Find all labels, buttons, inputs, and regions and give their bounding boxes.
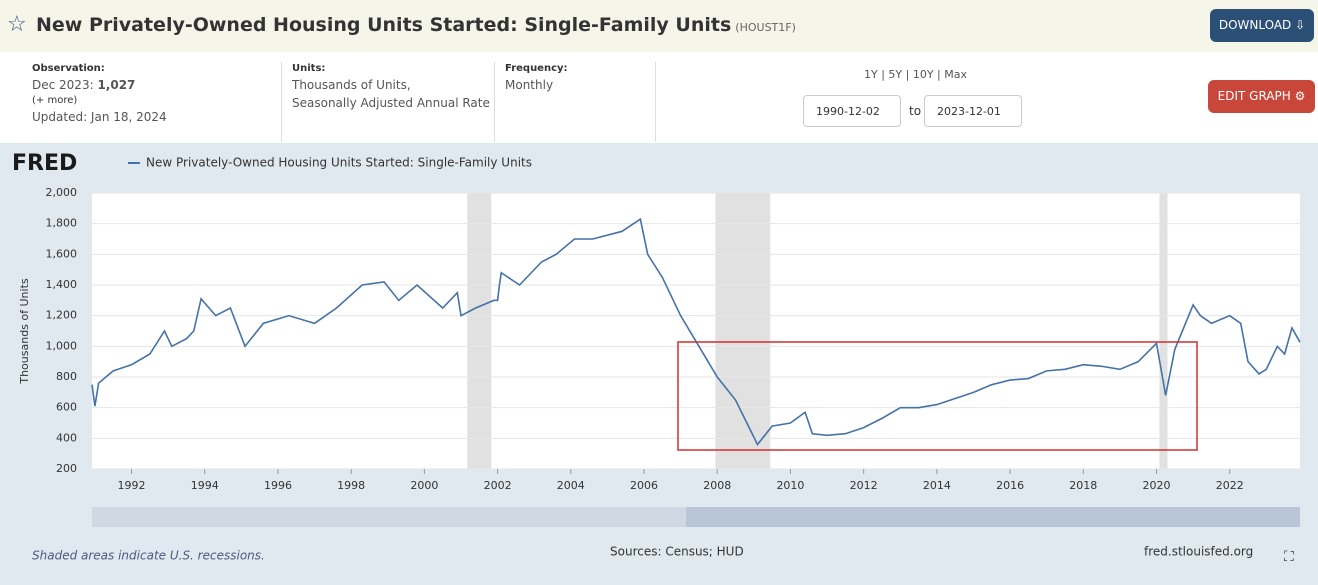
- separator: [655, 62, 656, 142]
- date-to-label: to: [909, 104, 922, 118]
- y-tick-label: 400: [56, 431, 77, 444]
- date-from[interactable]: 1990-12-02: [803, 95, 901, 127]
- range-link[interactable]: 5Y: [888, 68, 903, 81]
- series-line: [91, 217, 1301, 446]
- info-bar: Observation: Dec 2023: 1,027 (+ more) Up…: [0, 52, 1318, 143]
- x-tick-label: 2018: [1069, 479, 1097, 492]
- x-tick-label: 2014: [923, 479, 951, 492]
- obs-period: Dec 2023:: [32, 78, 94, 92]
- y-tick-label: 1,200: [46, 309, 78, 322]
- range-link[interactable]: Max: [944, 68, 968, 81]
- x-tick-label: 2010: [776, 479, 804, 492]
- y-tick-label: 2,000: [46, 186, 78, 199]
- observation: Observation: Dec 2023: 1,027 (+ more) Up…: [32, 62, 167, 126]
- x-tick-label: 2008: [703, 479, 731, 492]
- separator: [281, 62, 282, 142]
- series-id: (HOUST1F): [735, 21, 796, 34]
- units-line: Thousands of Units,: [292, 78, 411, 92]
- obs-updated: Updated: Jan 18, 2024: [32, 110, 167, 124]
- plot-area: [92, 193, 1300, 469]
- y-tick-label: 1,800: [46, 217, 78, 230]
- fred-logo: FRED: [12, 151, 77, 176]
- x-tick-label: 2002: [484, 479, 512, 492]
- frequency: Frequency: Monthly: [505, 62, 568, 94]
- obs-value: 1,027: [97, 78, 136, 92]
- site: fred.stlouisfed.org: [1144, 545, 1253, 559]
- y-tick-label: 1,600: [46, 247, 78, 260]
- y-tick-label: 1,400: [46, 278, 78, 291]
- download-button[interactable]: DOWNLOAD ⇩: [1210, 9, 1314, 42]
- sources: Sources: Census; HUD: [610, 545, 744, 559]
- range-link[interactable]: 10Y: [912, 68, 934, 81]
- x-tick-label: 1996: [264, 479, 292, 492]
- obs-label: Observation:: [32, 63, 105, 74]
- units: Units: Thousands of Units, Seasonally Ad…: [292, 62, 490, 112]
- range-links: 1Y | 5Y | 10Y | Max: [864, 68, 968, 81]
- x-tick-label: 2004: [557, 479, 585, 492]
- freq-label: Frequency:: [505, 63, 568, 74]
- recession-note: Shaded areas indicate U.S. recessions.: [32, 549, 265, 563]
- x-tick-label: 2016: [996, 479, 1024, 492]
- favorite-star[interactable]: ☆: [7, 12, 27, 37]
- x-tick-label: 1992: [118, 479, 146, 492]
- freq-value: Monthly: [505, 78, 554, 92]
- x-tick-label: 2012: [850, 479, 878, 492]
- title-text: New Privately-Owned Housing Units Starte…: [36, 14, 732, 36]
- units-label: Units:: [292, 63, 326, 74]
- x-tick-label: 1998: [337, 479, 365, 492]
- title: New Privately-Owned Housing Units Starte…: [36, 14, 796, 36]
- separator: [494, 62, 495, 142]
- obs-more[interactable]: (+ more): [32, 95, 78, 106]
- chart: FRED New Privately-Owned Housing Units S…: [0, 143, 1318, 585]
- x-tick-label: 2000: [410, 479, 438, 492]
- y-tick-label: 1,000: [46, 339, 78, 352]
- y-tick-label: 800: [56, 370, 77, 383]
- recession-band: [467, 193, 492, 469]
- fullscreen-icon[interactable]: ⛶: [1284, 549, 1294, 565]
- y-axis-label: Thousands of Units: [18, 278, 31, 385]
- range-link[interactable]: 1Y: [864, 68, 878, 81]
- recession-band: [715, 193, 771, 469]
- y-tick-label: 200: [56, 462, 77, 475]
- legend-label: New Privately-Owned Housing Units Starte…: [146, 156, 532, 170]
- x-tick-label: 1994: [191, 479, 219, 492]
- header: ☆ New Privately-Owned Housing Units Star…: [0, 0, 1318, 52]
- x-tick-label: 2020: [1143, 479, 1171, 492]
- annotation-box: [677, 341, 1198, 451]
- edit-label: EDIT GRAPH: [1217, 89, 1291, 103]
- y-tick-label: 600: [56, 401, 77, 414]
- x-tick-label: 2022: [1216, 479, 1244, 492]
- download-label: DOWNLOAD: [1218, 18, 1292, 32]
- navigator-selection[interactable]: [686, 507, 1300, 527]
- edit-graph-button[interactable]: EDIT GRAPH ⚙: [1208, 80, 1315, 113]
- recession-band: [1159, 193, 1168, 469]
- date-to[interactable]: 2023-12-01: [924, 95, 1022, 127]
- units-line: Seasonally Adjusted Annual Rate: [292, 96, 490, 110]
- x-tick-label: 2006: [630, 479, 658, 492]
